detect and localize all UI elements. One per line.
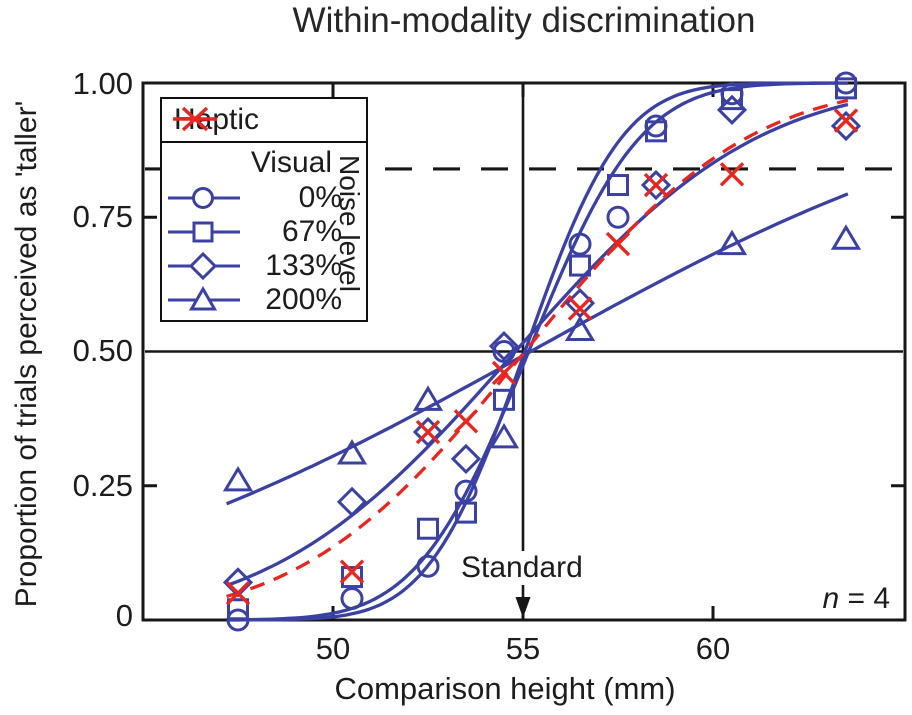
fit-curve-visual-200-noise xyxy=(225,192,849,506)
data-point-circle xyxy=(416,554,440,578)
legend-row-200pct: 200% xyxy=(166,283,342,317)
legend-circle-marker xyxy=(192,187,214,209)
fit-curve-visual-67-noise xyxy=(226,81,848,622)
standard-annotation: Standard xyxy=(456,551,588,585)
legend-haptic-row: Haptic xyxy=(162,99,366,143)
data-point-square xyxy=(493,388,515,411)
legend-triangle-marker xyxy=(188,285,218,311)
data-point-circle xyxy=(568,232,592,256)
legend-row-label: 133% xyxy=(265,249,342,282)
diamond-marker-icon xyxy=(168,251,240,281)
data-point-x xyxy=(833,108,859,133)
data-point-x xyxy=(719,162,745,187)
data-point-triangle xyxy=(830,224,862,250)
data-point-triangle xyxy=(412,385,444,411)
legend-row-label: 200% xyxy=(265,283,342,316)
data-point-circle xyxy=(492,340,516,363)
data-point-triangle xyxy=(716,229,748,256)
data-point-x xyxy=(491,360,517,386)
data-point-diamond xyxy=(830,110,862,142)
data-point-circle xyxy=(454,479,478,503)
data-point-x xyxy=(643,172,669,198)
data-point-square xyxy=(341,566,363,589)
legend-row-67pct: 67% xyxy=(166,215,342,249)
data-point-circle xyxy=(606,205,630,229)
x-tick-label-55: 55 xyxy=(505,631,541,666)
triangle-marker-icon xyxy=(168,285,240,311)
sample-size-annotation: n = 4 xyxy=(822,582,890,615)
haptic-x-marker-icon xyxy=(173,106,217,132)
y-tick-label-075: 0.75 xyxy=(72,199,133,234)
circle-marker-icon xyxy=(168,187,240,209)
legend-row-label: 0% xyxy=(298,181,342,214)
y-tick-label-100: 1.00 xyxy=(72,66,133,101)
data-point-circle xyxy=(720,82,744,106)
data-point-square xyxy=(607,174,629,197)
data-point-diamond xyxy=(488,331,520,362)
data-point-triangle xyxy=(222,465,254,492)
data-point-triangle xyxy=(564,315,596,342)
fit-curve-haptic xyxy=(226,98,849,598)
data-point-square xyxy=(455,501,477,524)
legend-visual-header: Visual xyxy=(250,146,332,179)
chart-title: Within-modality discrimination xyxy=(292,1,756,40)
legend-row-0pct: 0% xyxy=(166,181,342,215)
legend-noise-level-header: Noise level xyxy=(334,155,365,292)
data-point-diamond xyxy=(412,416,444,448)
legend-diamond-marker xyxy=(188,251,218,281)
data-point-circle xyxy=(834,71,858,95)
data-point-x xyxy=(453,409,479,434)
square-marker-icon xyxy=(168,221,240,243)
data-point-x xyxy=(605,231,631,257)
data-point-triangle xyxy=(336,439,368,465)
legend-line xyxy=(181,106,209,132)
data-point-circle xyxy=(644,114,668,138)
data-point-square xyxy=(227,598,249,621)
data-point-triangle xyxy=(488,422,520,449)
data-point-square xyxy=(417,517,439,540)
data-point-circle xyxy=(340,587,364,611)
x-tick-label-50: 50 xyxy=(315,631,351,666)
fit-curve-visual-0-noise xyxy=(226,81,848,622)
data-point-x xyxy=(339,559,365,584)
legend-row-133pct: 133% xyxy=(166,249,342,283)
x-tick-label-60: 60 xyxy=(695,631,731,666)
legend: Haptic Visual Noise level 0% 67% 133% 20… xyxy=(160,97,368,322)
data-point-diamond xyxy=(640,169,672,201)
data-point-x xyxy=(225,580,251,606)
data-point-circle xyxy=(226,608,250,632)
data-point-square xyxy=(569,254,591,277)
y-tick-label-025: 0.25 xyxy=(72,468,133,503)
data-point-diamond xyxy=(336,486,368,517)
data-point-diamond xyxy=(564,288,596,319)
y-tick-label-050: 0.50 xyxy=(72,333,133,368)
data-point-x xyxy=(415,419,441,445)
data-point-diamond xyxy=(450,443,482,475)
legend-square-marker xyxy=(192,221,214,243)
data-point-x xyxy=(567,296,593,321)
x-axis-label: Comparison height (mm) xyxy=(334,671,676,706)
y-tick-label-0: 0 xyxy=(115,598,133,633)
legend-row-label: 67% xyxy=(281,215,342,248)
